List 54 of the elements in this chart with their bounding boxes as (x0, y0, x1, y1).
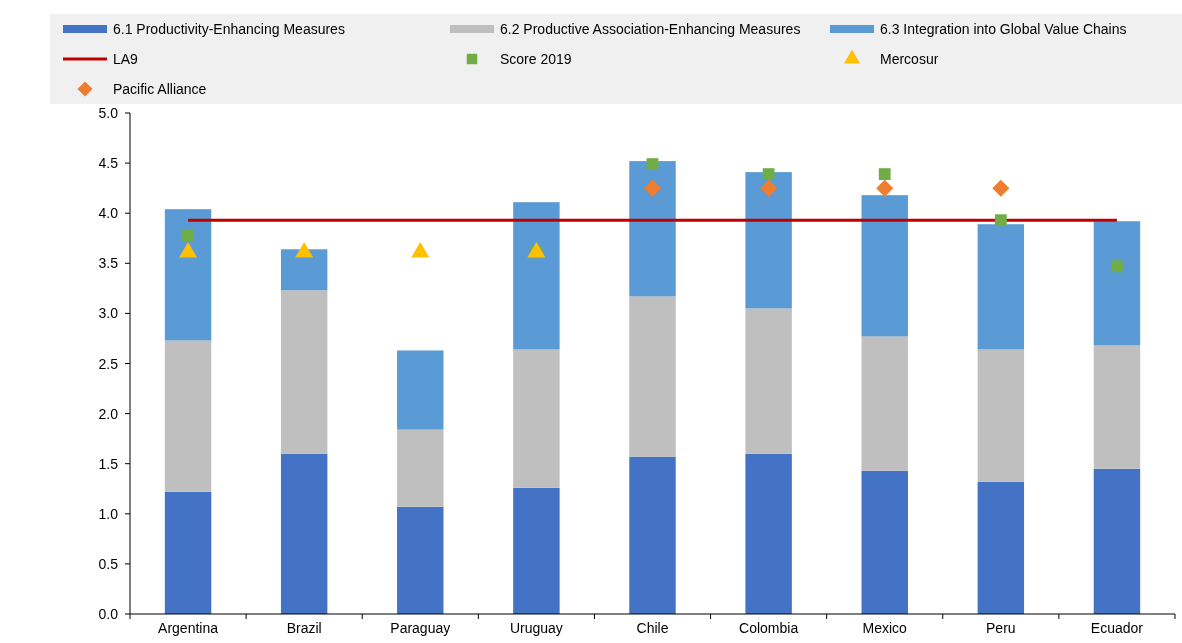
x-tick-label: Peru (986, 620, 1016, 636)
bar (164, 209, 212, 341)
x-tick-label: Chile (636, 620, 669, 636)
bar (745, 308, 792, 454)
bar (629, 456, 676, 614)
bar (977, 349, 1025, 482)
bar (745, 453, 792, 614)
bar (164, 340, 212, 492)
bar (513, 349, 560, 488)
y-tick-label: 0.5 (98, 555, 119, 572)
bar (861, 336, 908, 471)
y-tick-label: 3.0 (98, 305, 119, 322)
bar (397, 350, 444, 430)
bar (629, 161, 676, 297)
legend-label: 6.2 Productive Association-Enhancing Measures (500, 21, 801, 37)
bar (745, 172, 792, 309)
legend-label: 6.3 Integration into Global Value Chains (880, 21, 1127, 37)
x-tick-label: Brazil (286, 620, 322, 636)
bar (513, 202, 560, 350)
legend-label: LA9 (113, 51, 139, 67)
bar (1093, 468, 1141, 614)
y-tick-label: 4.0 (98, 205, 119, 222)
x-tick-label: Uruguay (509, 620, 563, 636)
x-tick-label: Argentina (158, 620, 219, 636)
y-tick-label: 1.5 (98, 455, 119, 472)
y-tick-label: 5.0 (98, 105, 119, 121)
y-tick-label: 0.0 (98, 606, 119, 622)
x-tick-label: Paraguay (390, 620, 451, 636)
y-tick-label: 2.5 (98, 355, 119, 372)
y-tick-label: 1.0 (98, 505, 119, 522)
bar (977, 481, 1025, 614)
y-tick-label: 3.5 (98, 255, 119, 272)
legend-label: Mercosur (880, 51, 939, 67)
bar (977, 224, 1025, 350)
bar (280, 453, 328, 614)
x-tick-label: Colombia (739, 620, 799, 636)
bar (513, 487, 560, 614)
bar (1093, 221, 1141, 346)
bar (397, 429, 444, 507)
y-tick-label: 2.0 (98, 405, 119, 422)
legend-label: Score 2019 (500, 51, 572, 67)
bar (280, 290, 328, 454)
bar (164, 491, 212, 614)
legend-label: 6.1 Productivity-Enhancing Measures (113, 21, 345, 37)
bar (280, 249, 328, 291)
x-tick-label: Ecuador (1090, 620, 1144, 636)
bar (629, 296, 676, 457)
legend-label: Pacific Alliance (113, 81, 207, 97)
bar (861, 470, 908, 614)
bar (861, 195, 908, 337)
bar (397, 506, 444, 614)
bar (1093, 345, 1141, 469)
y-tick-label: 4.5 (98, 155, 119, 172)
x-tick-label: Mexico (862, 620, 908, 636)
